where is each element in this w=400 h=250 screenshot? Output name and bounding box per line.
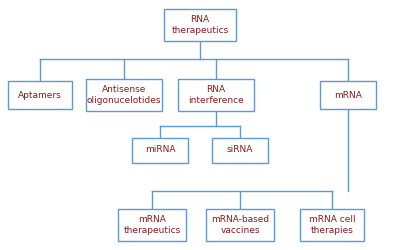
- Text: miRNA: miRNA: [145, 146, 175, 154]
- FancyBboxPatch shape: [212, 138, 268, 162]
- Text: Antisense
oligonucelotides: Antisense oligonucelotides: [87, 85, 161, 105]
- Text: mRNA
therapeutics: mRNA therapeutics: [123, 215, 181, 235]
- Text: RNA
interference: RNA interference: [188, 85, 244, 105]
- FancyBboxPatch shape: [320, 81, 376, 109]
- FancyBboxPatch shape: [206, 209, 274, 241]
- Text: Aptamers: Aptamers: [18, 90, 62, 100]
- FancyBboxPatch shape: [164, 9, 236, 41]
- Text: siRNA: siRNA: [227, 146, 253, 154]
- Text: mRNA: mRNA: [334, 90, 362, 100]
- FancyBboxPatch shape: [132, 138, 188, 162]
- FancyBboxPatch shape: [8, 81, 72, 109]
- Text: mRNA-based
vaccines: mRNA-based vaccines: [211, 215, 269, 235]
- Text: mRNA cell
therapies: mRNA cell therapies: [309, 215, 355, 235]
- FancyBboxPatch shape: [86, 79, 162, 111]
- FancyBboxPatch shape: [178, 79, 254, 111]
- FancyBboxPatch shape: [118, 209, 186, 241]
- Text: RNA
therapeutics: RNA therapeutics: [171, 15, 229, 35]
- FancyBboxPatch shape: [300, 209, 364, 241]
